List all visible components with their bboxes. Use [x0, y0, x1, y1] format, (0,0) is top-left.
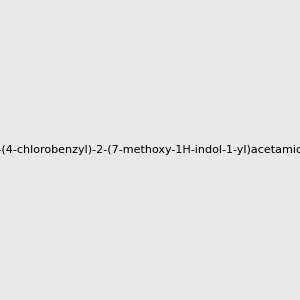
- Text: N-(4-chlorobenzyl)-2-(7-methoxy-1H-indol-1-yl)acetamide: N-(4-chlorobenzyl)-2-(7-methoxy-1H-indol…: [0, 145, 300, 155]
